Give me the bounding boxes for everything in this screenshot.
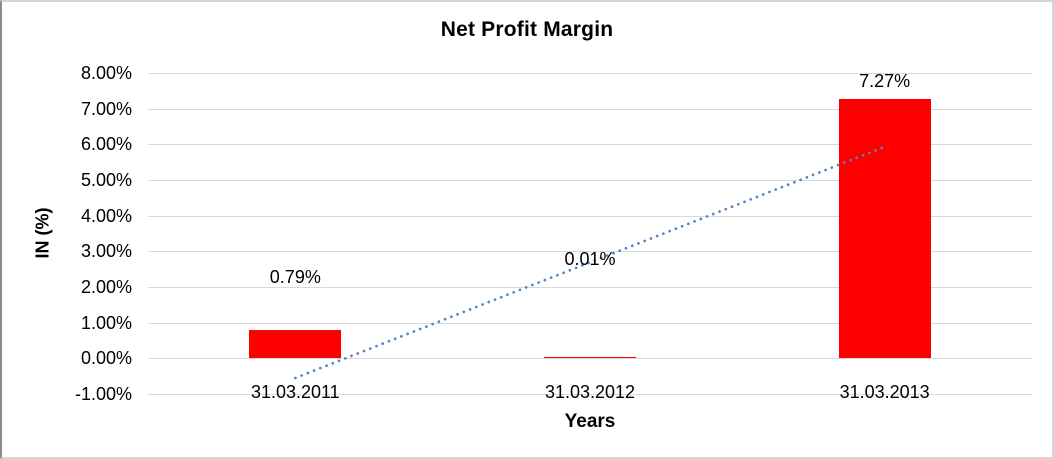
x-axis-title: Years [564,411,616,432]
gridline [148,73,1032,74]
bar [838,99,931,359]
y-axis-tick-label: 0.00% [80,348,132,369]
y-axis-tick-label: 4.00% [80,205,132,226]
bar [544,356,636,359]
bar-data-label: 0.01% [564,249,616,269]
y-axis-tick-label: 3.00% [80,241,132,262]
y-axis-tick-label: 2.00% [80,277,132,297]
chart-title: Net Profit Margin [440,18,614,41]
gridline [148,287,1032,288]
gridline [148,251,1032,253]
y-axis-tick-label: 7.00% [80,98,132,119]
y-axis-tick-label: 5.00% [80,170,132,190]
y-axis-tick-label: 1.00% [80,312,132,333]
bar [249,330,342,359]
gridline [148,358,1032,360]
y-axis-tick-label: -1.00% [74,384,132,404]
gridline [148,322,1032,324]
trendline [293,145,887,380]
gridline [148,215,1032,217]
bar-data-label: 7.27% [859,71,911,91]
gridline [148,394,1032,395]
x-axis-tick-label: 31.03.2013 [839,382,930,402]
x-axis-tick-label: 31.03.2012 [544,382,636,402]
y-axis-tick-label: 8.00% [80,63,132,83]
gridline [148,180,1032,181]
y-axis-tick-label: 6.00% [80,134,132,155]
plot-area [148,73,1032,395]
gridline [148,108,1032,110]
bar-data-label: 0.79% [269,267,321,287]
gridline [148,144,1032,146]
x-axis-tick-label: 31.03.2011 [250,382,340,402]
